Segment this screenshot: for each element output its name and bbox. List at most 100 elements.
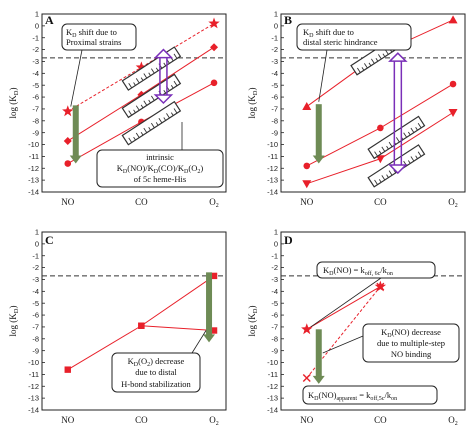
- series-line: [380, 112, 454, 160]
- y-tick-label: -14: [267, 406, 278, 415]
- green-arrow-shaft: [72, 105, 79, 157]
- ruler-tick: [148, 127, 151, 131]
- pointer-line: [310, 277, 382, 328]
- y-axis-label: log (KD): [247, 88, 259, 119]
- ruler-tick: [133, 109, 136, 113]
- annotation-text: KD(NO) decrease: [381, 327, 441, 339]
- y-axis-label: log (KD): [247, 306, 259, 337]
- green-arrow-head: [312, 375, 325, 384]
- y-tick-label: -1: [32, 251, 39, 260]
- y-tick-label: -4: [32, 287, 39, 296]
- x-tick-label: NO: [300, 197, 313, 207]
- annotation-box-kd-shift: [61, 23, 137, 51]
- purple-double-arrow: [153, 48, 174, 105]
- y-tick-label: -7: [32, 323, 39, 332]
- y-tick-label: -9: [271, 346, 278, 355]
- y-tick-label: 0: [274, 239, 278, 248]
- y-tick-label: -1: [271, 33, 278, 42]
- y-tick-label: -10: [28, 358, 39, 367]
- y-tick-label: -12: [267, 164, 278, 173]
- y-tick-label: -14: [28, 188, 39, 197]
- series-line: [67, 94, 142, 142]
- panel-label: C: [45, 233, 54, 247]
- panel-b: 1 0 -1 -2 -3 -4 -5 -6 -7 -8 -9 -10 -11 -12 -13 -14 NO CO O…: [247, 10, 466, 209]
- ruler-tick: [357, 67, 361, 73]
- pointer-line: [70, 49, 83, 107]
- y-tick-label: -11: [268, 370, 278, 379]
- ruler-tick: [173, 80, 178, 87]
- ruler-tick: [155, 122, 159, 126]
- y-tick-label: -2: [32, 263, 39, 272]
- data-point-star: [301, 323, 313, 335]
- data-point-x: [376, 282, 385, 291]
- data-point-x: [302, 373, 311, 382]
- data-point-star: [135, 61, 148, 73]
- y-tick-label: -5: [271, 299, 278, 308]
- y-tick-label: -5: [271, 81, 278, 90]
- series-line: [306, 286, 381, 379]
- y-tick-label: -13: [28, 394, 39, 403]
- ruler-tick: [381, 175, 386, 181]
- ruler: [121, 100, 182, 146]
- y-tick-label: -11: [268, 152, 278, 161]
- ruler-tick: [393, 169, 397, 174]
- y-tick-label: -10: [28, 140, 39, 149]
- y-axis-label: log (KD): [8, 306, 20, 337]
- ruler-tick: [150, 95, 155, 101]
- annotation-text: NO binding: [391, 349, 432, 359]
- x-tick-label: NO: [61, 415, 74, 425]
- y-tick-label: 0: [274, 21, 278, 30]
- ruler-tick: [388, 141, 393, 147]
- ruler-tick: [128, 110, 133, 116]
- annotation-box-no-decrease: [362, 323, 460, 363]
- green-arrow: [312, 104, 325, 164]
- ruler-tick: [140, 104, 144, 109]
- ruler-tick: [173, 108, 178, 114]
- data-point-diamond: [63, 136, 72, 145]
- marker-x-stroke: [376, 282, 385, 291]
- panel-a: 1 0 -1 -2 -3 -4 -5 -6 -7 -8 -9 -10 -11 -12 -13 -14 NO CO O…: [8, 10, 227, 209]
- ruler-tick: [377, 54, 382, 60]
- ruler-tick: [143, 127, 148, 133]
- ruler-tick: [407, 131, 411, 136]
- data-point-diamond: [210, 43, 219, 52]
- y-tick-label: -6: [32, 311, 39, 320]
- ruler: [121, 73, 182, 119]
- ruler-tick: [368, 62, 372, 67]
- ruler-tick: [410, 156, 415, 162]
- ruler-tick: [417, 151, 422, 157]
- annotation-text: KD(NO) = koff, 6c/kon: [323, 265, 393, 277]
- ruler-tick: [374, 151, 378, 157]
- annotation-box-kd-apparent: [302, 385, 438, 405]
- annotation-text: H-bond stabilization: [121, 379, 191, 389]
- plot-frame: [280, 13, 466, 193]
- y-tick-label: -9: [32, 346, 39, 355]
- annotation-text: due to multiple-step: [377, 338, 445, 348]
- y-tick-label: -4: [271, 287, 278, 296]
- annotation-text: KD(O2) decrease: [128, 356, 185, 368]
- y-tick-label: -4: [32, 69, 39, 78]
- marker-x-stroke: [302, 373, 311, 382]
- ruler-tick: [163, 89, 167, 94]
- series-line: [380, 83, 454, 129]
- ruler-tick: [378, 150, 382, 155]
- y-axis-label: log (KD): [8, 88, 20, 119]
- purple-arrow-head-up: [153, 48, 174, 59]
- y-tick-label: -5: [32, 299, 39, 308]
- ruler-tick: [410, 127, 415, 133]
- green-arrow: [312, 329, 325, 384]
- ruler-tick: [173, 53, 178, 59]
- series-line: [141, 325, 215, 331]
- annotation-box-kd-formula: [316, 261, 436, 279]
- ruler-tick: [143, 73, 148, 79]
- ruler-tick: [415, 127, 418, 131]
- y-tick-label: 1: [274, 10, 278, 19]
- ruler-tick: [415, 155, 418, 159]
- ruler-tick: [158, 118, 163, 124]
- y-tick-label: -11: [29, 152, 39, 161]
- ruler-tick: [140, 131, 144, 136]
- y-tick-label: -1: [32, 33, 39, 42]
- series-line: [306, 158, 381, 185]
- annotation-box-intrinsic: [96, 149, 224, 188]
